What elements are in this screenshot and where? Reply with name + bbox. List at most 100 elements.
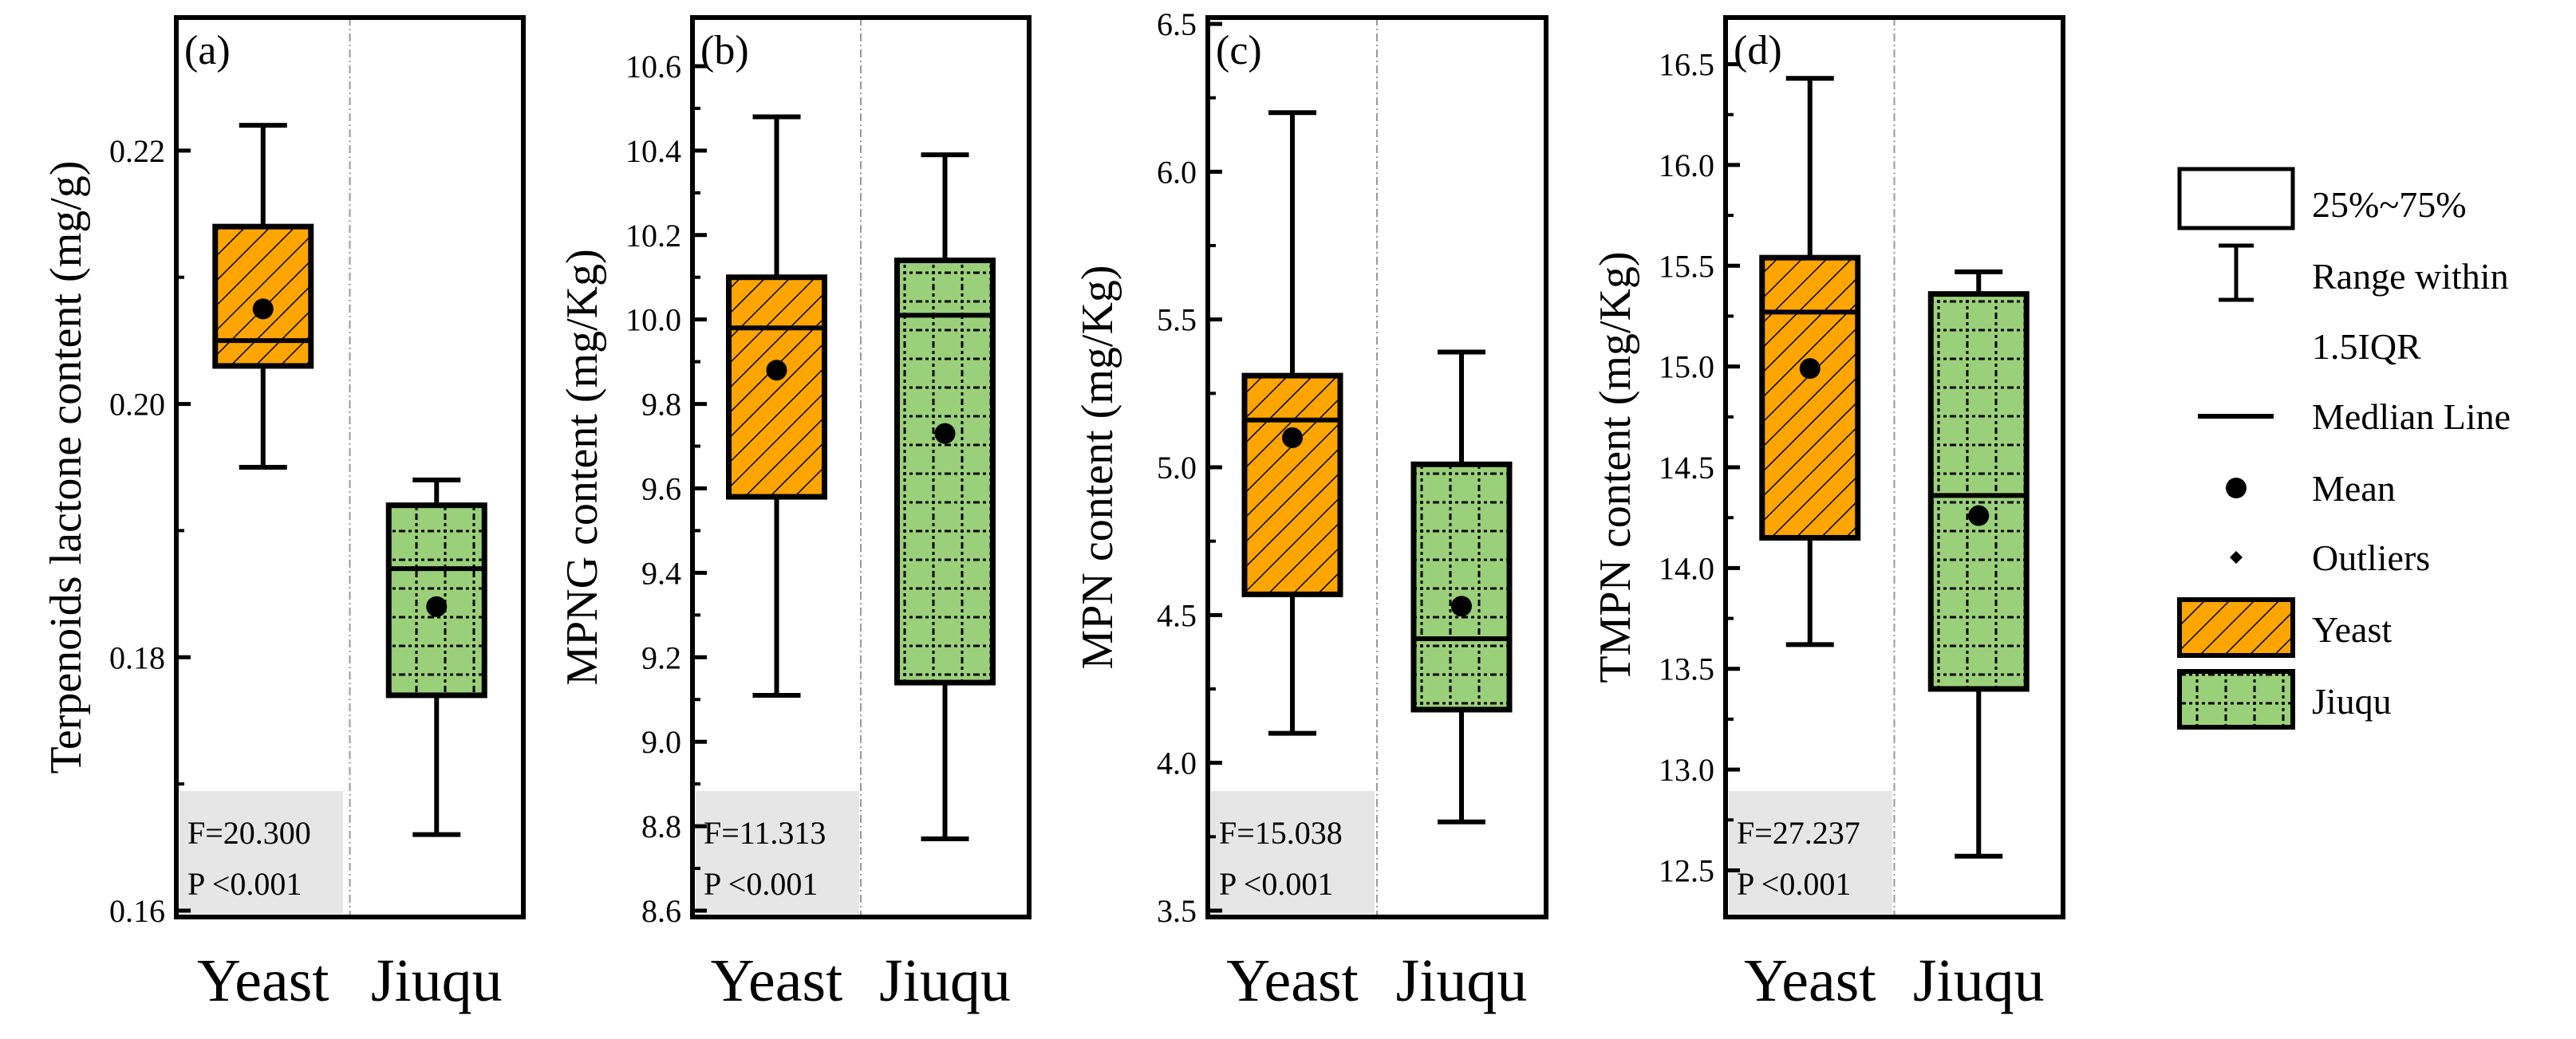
stats-box [1211, 791, 1375, 914]
box-yeast [1759, 76, 1861, 647]
x-category-label: Yeast [711, 947, 842, 1014]
y-tick-label: 9.8 [641, 387, 681, 423]
stats-box [179, 791, 343, 914]
x-category-label: Yeast [197, 947, 329, 1014]
panel-c: F=15.038 P <0.001 3.5 4.0 4.5 5.0 5.5 6.0 6.5 (c)… [1073, 6, 1548, 1014]
panel-label: (c) [1216, 28, 1262, 73]
box-outline [894, 258, 996, 686]
x-category-label: Jiuqu [879, 947, 1011, 1014]
x-category-label: Jiuqu [1396, 947, 1528, 1014]
box-jiuqu [1410, 349, 1513, 825]
box-outline [1410, 461, 1513, 713]
box-pattern [1761, 258, 1858, 538]
stats-box [1729, 791, 1892, 914]
y-tick-label: 5.0 [1157, 450, 1197, 486]
mean-point [426, 596, 448, 617]
y-tick-label: 0.18 [109, 640, 165, 675]
legend-outliers-label: Outliers [2312, 537, 2430, 578]
y-tick-label: 0.22 [109, 133, 165, 169]
legend-mean-label: Mean [2312, 468, 2396, 509]
box-pattern [215, 226, 311, 366]
legend-box-swatch [2177, 167, 2295, 230]
legend-median-label: Medlian Line [2312, 396, 2511, 437]
stats-f-text: F=15.038 [1219, 815, 1343, 851]
y-tick-label: 6.0 [1157, 154, 1197, 190]
y-tick-label: 9.0 [641, 724, 681, 760]
legend-outlier-marker [2230, 551, 2243, 564]
legend-jiuqu-label: Jiuqu [2312, 681, 2392, 722]
stats-box [696, 791, 859, 914]
mean-point [1968, 505, 1990, 526]
box-jiuqu [894, 152, 996, 841]
y-tick-label: 10.6 [625, 49, 681, 85]
y-tick-label: 10.2 [625, 218, 681, 254]
box-yeast [212, 123, 314, 470]
legend-box-label: 25%~75% [2312, 184, 2467, 225]
legend-yeast-swatch-outline [2177, 597, 2295, 658]
plot-frame [174, 15, 526, 919]
legend-range-label-1: Range within [2312, 256, 2509, 297]
panel-label: (a) [184, 28, 231, 73]
mean-point [1451, 596, 1472, 617]
x-category-label: Jiuqu [371, 947, 503, 1014]
box-pattern [1245, 376, 1340, 595]
y-tick-label: 14.0 [1659, 550, 1714, 586]
y-tick-label: 16.0 [1659, 148, 1714, 183]
y-tick-label: 4.5 [1157, 597, 1197, 633]
stats-p-text: P <0.001 [187, 866, 302, 902]
x-category-label: Jiuqu [1913, 947, 2045, 1014]
legend-yeast-label: Yeast [2312, 609, 2392, 650]
stats-f-text: F=11.313 [704, 815, 826, 851]
y-tick-label: 9.2 [641, 640, 681, 675]
stats-f-text: F=27.237 [1737, 815, 1860, 851]
panel-d: F=27.237 P <0.001 12.5 13.0 13.5 14.0 14.5 15.0… [1591, 15, 2065, 1014]
box-pattern [1414, 464, 1509, 710]
panel-a: F=20.300 P <0.001 0.16 0.18 0.20 0.22 (a) Terpe… [41, 15, 526, 1014]
legend-range-label-2: 1.5IQR [2312, 326, 2421, 367]
box-outline [1241, 372, 1343, 597]
y-tick-label: 5.5 [1157, 302, 1197, 338]
x-category-label: Yeast [1744, 947, 1876, 1014]
mean-point [766, 360, 787, 381]
stats-p-text: P <0.001 [704, 866, 818, 902]
box-jiuqu [1927, 269, 2030, 859]
box-pattern [728, 277, 825, 498]
legend-jiuqu-swatch-pattern [2180, 671, 2293, 727]
y-axis-label: MPNG content (mg/Kg) [558, 249, 607, 686]
y-tick-label: 16.5 [1659, 47, 1714, 83]
mean-point [934, 423, 956, 444]
box-pattern [1931, 293, 2027, 689]
box-outline [212, 223, 314, 369]
stats-p-text: P <0.001 [1737, 866, 1851, 902]
y-tick-label: 12.5 [1659, 852, 1714, 888]
legend-yeast-swatch-pattern [2180, 600, 2293, 655]
mean-point [1799, 358, 1821, 380]
box-outline [1927, 291, 2030, 692]
box-yeast [1241, 110, 1343, 736]
legend-jiuqu-swatch-outline [2177, 669, 2295, 730]
y-tick-label: 8.6 [641, 893, 681, 929]
plot-frame [690, 15, 1032, 919]
x-category-label: Yeast [1226, 947, 1358, 1014]
y-tick-label: 13.5 [1659, 651, 1714, 687]
box-yeast [726, 114, 827, 698]
box-pattern [897, 260, 993, 683]
y-tick-label: 13.0 [1659, 752, 1714, 788]
y-tick-label: 15.0 [1659, 349, 1714, 385]
legend-mean-point [2226, 478, 2247, 498]
mean-point [252, 298, 274, 320]
legend: 25%~75% Range within 1.5IQR Medlian Line Mea… [2177, 167, 2511, 730]
y-axis-label: TMPN content (mg/Kg) [1591, 251, 1640, 683]
y-tick-label: 9.6 [641, 470, 681, 506]
y-tick-label: 0.20 [109, 387, 165, 423]
y-tick-label: 9.4 [641, 555, 681, 591]
stats-p-text: P <0.001 [1219, 866, 1333, 902]
y-tick-label: 4.0 [1157, 746, 1197, 781]
y-tick-label: 14.5 [1659, 450, 1714, 486]
y-tick-label: 6.5 [1157, 6, 1197, 42]
y-tick-label: 3.5 [1157, 893, 1197, 929]
y-tick-label: 15.5 [1659, 248, 1714, 284]
y-axis-label: MPN content (mg/Kg) [1073, 265, 1122, 669]
y-tick-label: 10.4 [625, 133, 681, 169]
